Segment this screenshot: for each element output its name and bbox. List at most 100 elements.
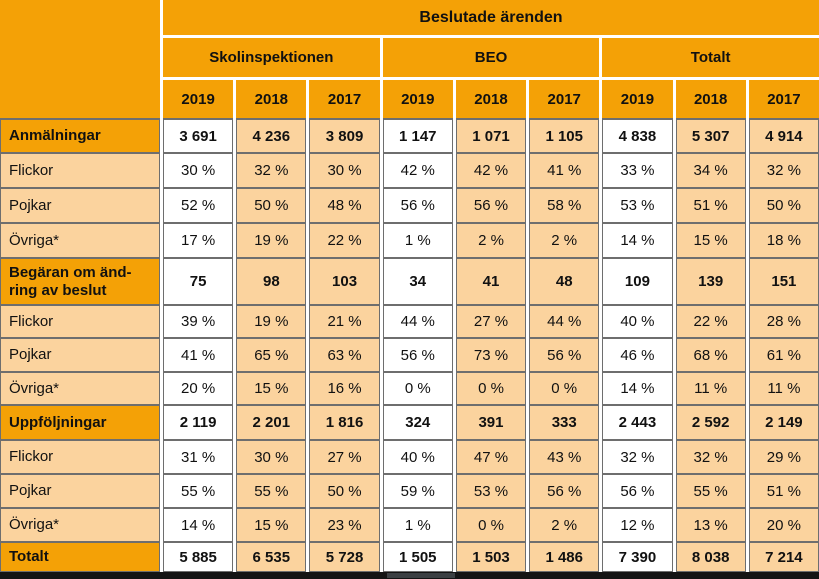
value-cell: 33 %	[602, 153, 673, 188]
value-cell: 55 %	[163, 474, 234, 508]
value-cell: 1 071	[455, 118, 527, 153]
value-cell: 27 %	[455, 305, 527, 338]
value-cell: 32 %	[602, 440, 673, 474]
value-cell: 3 691	[163, 118, 234, 153]
value-cell: 14 %	[602, 372, 673, 405]
value-cell: 39 %	[163, 305, 234, 338]
value-cell: 50 %	[309, 474, 380, 508]
value-cell: 2 %	[455, 223, 527, 258]
section-row-label: Uppföljningar	[0, 405, 160, 440]
value-cell: 1 816	[309, 405, 380, 440]
value-cell: 15 %	[236, 372, 307, 405]
sub-row-label: Flickor	[0, 153, 160, 188]
group-header-skolinspektionen: Skolinspektionen	[163, 38, 380, 80]
bottom-edge-highlight	[387, 573, 455, 578]
value-cell: 0 %	[529, 372, 600, 405]
value-cell: 11 %	[675, 372, 746, 405]
value-cell: 47 %	[455, 440, 527, 474]
value-cell: 4 914	[748, 118, 819, 153]
value-cell: 19 %	[236, 305, 307, 338]
value-cell: 48	[529, 258, 600, 305]
value-cell: 51 %	[748, 474, 819, 508]
section-row-label: Begäran om änd- ring av beslut	[0, 258, 160, 305]
value-cell: 32 %	[675, 440, 746, 474]
value-cell: 56 %	[382, 338, 453, 372]
value-cell: 0 %	[382, 372, 453, 405]
sub-row-label: Övriga*	[0, 372, 160, 405]
value-cell: 0 %	[455, 372, 527, 405]
value-cell: 30 %	[309, 153, 380, 188]
value-cell: 63 %	[309, 338, 380, 372]
value-cell: 1 505	[382, 542, 453, 572]
value-cell: 56 %	[382, 188, 453, 223]
value-cell: 13 %	[675, 508, 746, 542]
value-cell: 22 %	[309, 223, 380, 258]
sub-row-label: Pojkar	[0, 338, 160, 372]
value-cell: 12 %	[602, 508, 673, 542]
value-cell: 34	[382, 258, 453, 305]
year-header: 2019	[382, 80, 453, 118]
value-cell: 18 %	[748, 223, 819, 258]
value-cell: 30 %	[236, 440, 307, 474]
value-cell: 4 838	[602, 118, 673, 153]
value-cell: 32 %	[748, 153, 819, 188]
value-cell: 40 %	[382, 440, 453, 474]
value-cell: 44 %	[382, 305, 453, 338]
value-cell: 3 809	[309, 118, 380, 153]
bottom-edge-bar	[0, 572, 819, 579]
value-cell: 46 %	[602, 338, 673, 372]
value-cell: 20 %	[163, 372, 234, 405]
value-cell: 75	[163, 258, 234, 305]
value-cell: 53 %	[455, 474, 527, 508]
value-cell: 391	[455, 405, 527, 440]
value-cell: 14 %	[163, 508, 234, 542]
year-header: 2017	[529, 80, 600, 118]
section-row-label: Anmälningar	[0, 118, 160, 153]
year-header: 2019	[602, 80, 673, 118]
value-cell: 56 %	[602, 474, 673, 508]
value-cell: 73 %	[455, 338, 527, 372]
value-cell: 23 %	[309, 508, 380, 542]
value-cell: 55 %	[675, 474, 746, 508]
value-cell: 43 %	[529, 440, 600, 474]
value-cell: 52 %	[163, 188, 234, 223]
value-cell: 41 %	[163, 338, 234, 372]
value-cell: 1 %	[382, 223, 453, 258]
value-cell: 61 %	[748, 338, 819, 372]
value-cell: 42 %	[382, 153, 453, 188]
group-header-totalt: Totalt	[602, 38, 819, 80]
value-cell: 5 728	[309, 542, 380, 572]
value-cell: 5 885	[163, 542, 234, 572]
value-cell: 1 %	[382, 508, 453, 542]
value-cell: 15 %	[675, 223, 746, 258]
sub-row-label: Flickor	[0, 440, 160, 474]
value-cell: 1 503	[455, 542, 527, 572]
value-cell: 29 %	[748, 440, 819, 474]
sub-row-label: Pojkar	[0, 188, 160, 223]
value-cell: 19 %	[236, 223, 307, 258]
value-cell: 7 390	[602, 542, 673, 572]
value-cell: 31 %	[163, 440, 234, 474]
year-header: 2017	[309, 80, 380, 118]
value-cell: 55 %	[236, 474, 307, 508]
value-cell: 32 %	[236, 153, 307, 188]
value-cell: 2 592	[675, 405, 746, 440]
value-cell: 44 %	[529, 305, 600, 338]
value-cell: 17 %	[163, 223, 234, 258]
value-cell: 41 %	[529, 153, 600, 188]
value-cell: 4 236	[236, 118, 307, 153]
value-cell: 22 %	[675, 305, 746, 338]
group-header-beo: BEO	[382, 38, 600, 80]
value-cell: 2 %	[529, 508, 600, 542]
value-cell: 15 %	[236, 508, 307, 542]
value-cell: 68 %	[675, 338, 746, 372]
value-cell: 2 443	[602, 405, 673, 440]
value-cell: 50 %	[236, 188, 307, 223]
value-cell: 151	[748, 258, 819, 305]
year-header: 2018	[675, 80, 746, 118]
value-cell: 7 214	[748, 542, 819, 572]
sub-row-label: Pojkar	[0, 474, 160, 508]
value-cell: 2 %	[529, 223, 600, 258]
value-cell: 56 %	[529, 338, 600, 372]
